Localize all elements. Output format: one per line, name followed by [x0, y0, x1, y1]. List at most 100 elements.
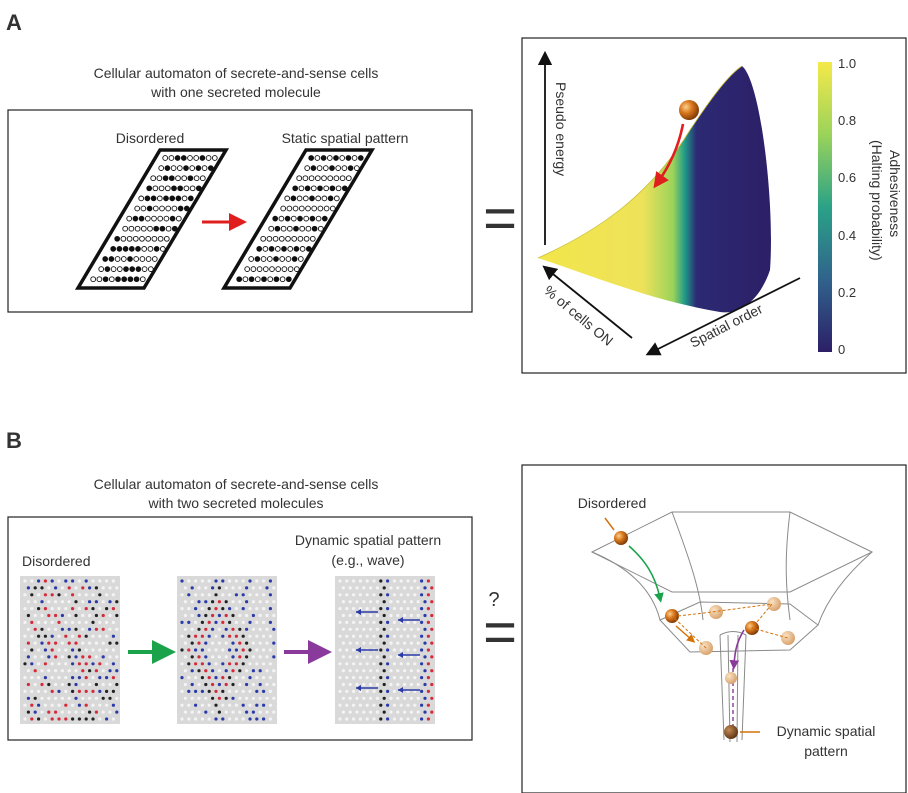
lattice-cell	[234, 717, 238, 721]
lattice-cell	[268, 579, 272, 583]
lattice-cell	[241, 648, 245, 652]
lattice-cell	[77, 717, 81, 721]
lattice-cell	[98, 689, 102, 694]
grid-cell	[281, 246, 287, 252]
lattice-cell	[231, 600, 235, 604]
lattice-cell	[341, 627, 345, 631]
lattice-cell	[248, 676, 252, 680]
lattice-cell	[355, 655, 359, 659]
lattice-cell	[268, 717, 272, 721]
lattice-cell	[396, 600, 400, 604]
lattice-cell	[262, 703, 266, 707]
grid-cell	[146, 185, 153, 192]
lattice-cell	[81, 627, 85, 631]
lattice-cell	[77, 579, 81, 583]
lattice-cell	[369, 696, 373, 700]
lattice-cell	[338, 676, 342, 680]
lattice-cell	[423, 600, 427, 604]
lattice-cell	[50, 634, 54, 638]
lattice-cell	[362, 613, 366, 618]
lattice-cell	[386, 676, 390, 680]
lattice-cell	[238, 655, 242, 659]
lattice-cell	[187, 676, 191, 680]
lattice-cell	[37, 620, 41, 625]
grid-cell	[140, 225, 147, 232]
lattice-cell	[81, 641, 85, 645]
lattice-cell	[221, 648, 225, 652]
grid-cell	[164, 165, 171, 171]
grid-cell	[329, 165, 335, 171]
lattice-cell	[200, 689, 204, 694]
grid-cell	[242, 276, 249, 283]
lattice-cell	[423, 627, 427, 631]
lattice-cell	[365, 607, 369, 611]
lattice-cell	[251, 669, 255, 673]
lattice-cell	[375, 613, 379, 618]
grid-cell	[292, 205, 299, 212]
grid-cell	[287, 266, 294, 272]
lattice-cell	[258, 669, 262, 673]
lattice-dynamic-label-line2: (e.g., wave)	[331, 552, 404, 568]
grid-cell	[297, 235, 304, 242]
lattice-cell	[403, 600, 407, 604]
lattice-cell	[91, 648, 95, 652]
lattice-cell	[375, 586, 379, 590]
grid-cell	[333, 175, 340, 182]
lattice-cell	[365, 703, 369, 707]
lattice-cell	[262, 593, 266, 597]
grid-cell	[322, 165, 329, 171]
panel-a-landscape-box	[521, 37, 907, 374]
lattice-cell	[37, 676, 41, 680]
cells-on-axis	[542, 265, 633, 339]
grid-cell	[164, 185, 171, 192]
lattice-cell	[91, 717, 95, 721]
grid-cell	[168, 155, 175, 161]
lattice-cell	[382, 696, 386, 700]
grid-cell	[285, 256, 292, 262]
lattice-cell	[228, 648, 232, 652]
panel-b-caption-line1: Cellular automaton of secrete-and-sense …	[94, 476, 379, 492]
lattice-cell	[403, 669, 407, 673]
lattice-cell	[221, 620, 225, 625]
lattice-cell	[396, 710, 400, 714]
lattice-cell	[105, 703, 109, 707]
lattice-cell	[345, 593, 349, 597]
wave-arrowhead	[356, 685, 361, 691]
grid-cell	[273, 256, 279, 262]
lattice-cell	[409, 641, 413, 645]
lattice-cell	[420, 607, 424, 611]
lattice-cell	[207, 607, 211, 611]
lattice-cell	[217, 669, 221, 673]
lattice-cell	[26, 682, 30, 687]
grid-cell	[272, 215, 279, 222]
grid-cell	[169, 195, 176, 202]
lattice-cell	[115, 586, 119, 590]
lattice-cell	[71, 662, 75, 666]
lattice-cell	[37, 689, 41, 694]
lattice-cell	[64, 634, 68, 638]
grid-cell	[138, 215, 145, 222]
lattice-cell	[194, 593, 198, 597]
lattice-cell	[423, 669, 427, 673]
lattice-cell	[416, 682, 420, 687]
lattice-cell	[231, 696, 235, 700]
lattice-cell	[241, 703, 245, 707]
lattice-cell	[345, 703, 349, 707]
lattice-cell	[352, 703, 356, 707]
lattice-cell	[386, 648, 390, 652]
lattice-cell	[272, 641, 276, 645]
grid-cell	[147, 225, 153, 232]
lattice-cell	[241, 593, 245, 597]
lattice-cell	[221, 662, 225, 666]
lattice-cell	[268, 648, 272, 652]
lattice-cell	[255, 703, 259, 707]
lattice-cell	[268, 593, 272, 597]
lattice-cell	[115, 641, 119, 645]
lattice-cell	[207, 689, 211, 694]
lattice-cell	[426, 620, 430, 625]
lattice-cell	[372, 689, 376, 694]
panel-a-caption-line1: Cellular automaton of secrete-and-sense …	[94, 65, 379, 81]
lattice-cell	[47, 641, 51, 645]
lattice-cell	[101, 696, 105, 700]
lattice-cell	[352, 689, 356, 694]
